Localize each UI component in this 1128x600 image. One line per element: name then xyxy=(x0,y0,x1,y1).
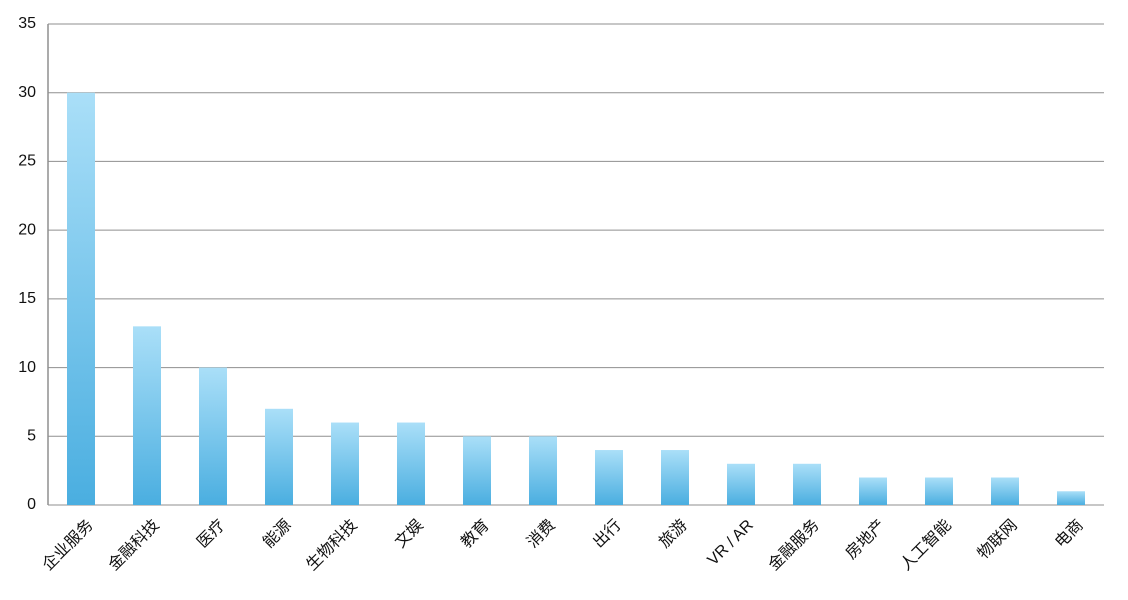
x-tick-label: 出行 xyxy=(589,516,624,551)
bar xyxy=(793,463,821,505)
y-tick-label: 15 xyxy=(18,290,36,307)
bar xyxy=(727,463,755,505)
y-tick-label: 35 xyxy=(18,15,36,32)
bar xyxy=(1057,491,1085,505)
bar xyxy=(991,477,1019,505)
bar xyxy=(331,422,359,505)
x-tick-label: 教育 xyxy=(457,516,492,551)
bar xyxy=(265,408,293,505)
y-tick-label: 5 xyxy=(27,428,36,445)
x-tick-label: 电商 xyxy=(1051,516,1086,551)
bar xyxy=(67,92,95,505)
y-tick-label: 10 xyxy=(18,359,36,376)
x-tick-label: 物联网 xyxy=(974,516,1021,563)
y-tick-label: 0 xyxy=(27,496,36,513)
x-tick-label: 能源 xyxy=(259,516,294,551)
x-tick-label: 人工智能 xyxy=(897,516,955,574)
y-tick-label: 20 xyxy=(18,221,36,238)
x-tick-label: 消费 xyxy=(523,516,558,551)
bar xyxy=(199,367,227,505)
bar xyxy=(529,436,557,505)
x-tick-label: 金融科技 xyxy=(105,516,163,574)
bar xyxy=(595,450,623,505)
bar xyxy=(397,422,425,505)
y-tick-label: 30 xyxy=(18,84,36,101)
x-tick-label: 企业服务 xyxy=(39,516,97,574)
bar xyxy=(133,326,161,505)
y-tick-label: 25 xyxy=(18,153,36,170)
x-tick-label: VR / AR xyxy=(705,517,757,569)
x-tick-label: 房地产 xyxy=(842,516,889,563)
x-tick-label: 旅游 xyxy=(655,516,690,551)
x-tick-label: 生物科技 xyxy=(303,516,361,574)
x-tick-label: 医疗 xyxy=(193,516,228,551)
bar xyxy=(925,477,953,505)
x-tick-label: 文娱 xyxy=(391,516,426,551)
bar xyxy=(661,450,689,505)
bar xyxy=(463,436,491,505)
bar xyxy=(859,477,887,505)
x-tick-label: 金融服务 xyxy=(765,516,823,574)
